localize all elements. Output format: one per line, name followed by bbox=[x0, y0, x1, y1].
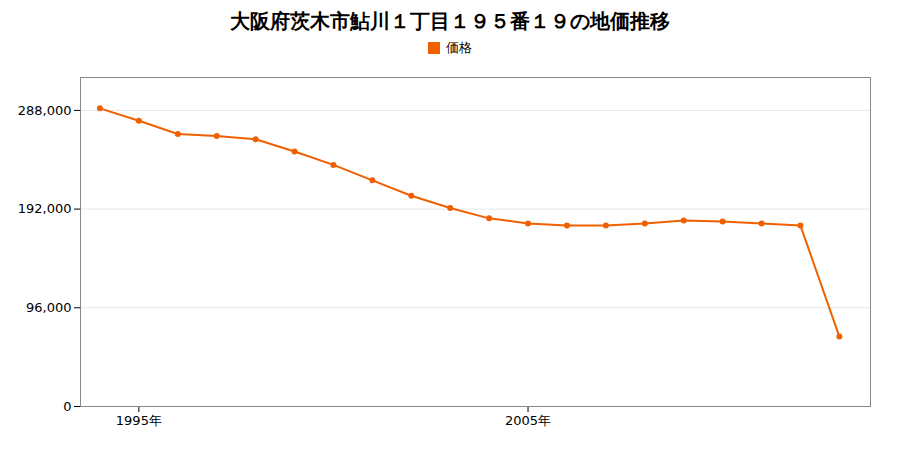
svg-text:0: 0 bbox=[63, 399, 71, 414]
html-text:価格: 価格 bbox=[446, 40, 472, 55]
html-text:大阪府茨木市鮎川１丁目１９５番１９の地価推移: 大阪府茨木市鮎川１丁目１９５番１９の地価推移 bbox=[230, 9, 670, 33]
svg-text:192,000: 192,000 bbox=[18, 201, 72, 216]
svg-text:2005年: 2005年 bbox=[505, 413, 551, 428]
svg-text:1995年: 1995年 bbox=[116, 413, 162, 428]
svg-text:96,000: 96,000 bbox=[26, 300, 72, 315]
svg-text:288,000: 288,000 bbox=[18, 103, 72, 118]
